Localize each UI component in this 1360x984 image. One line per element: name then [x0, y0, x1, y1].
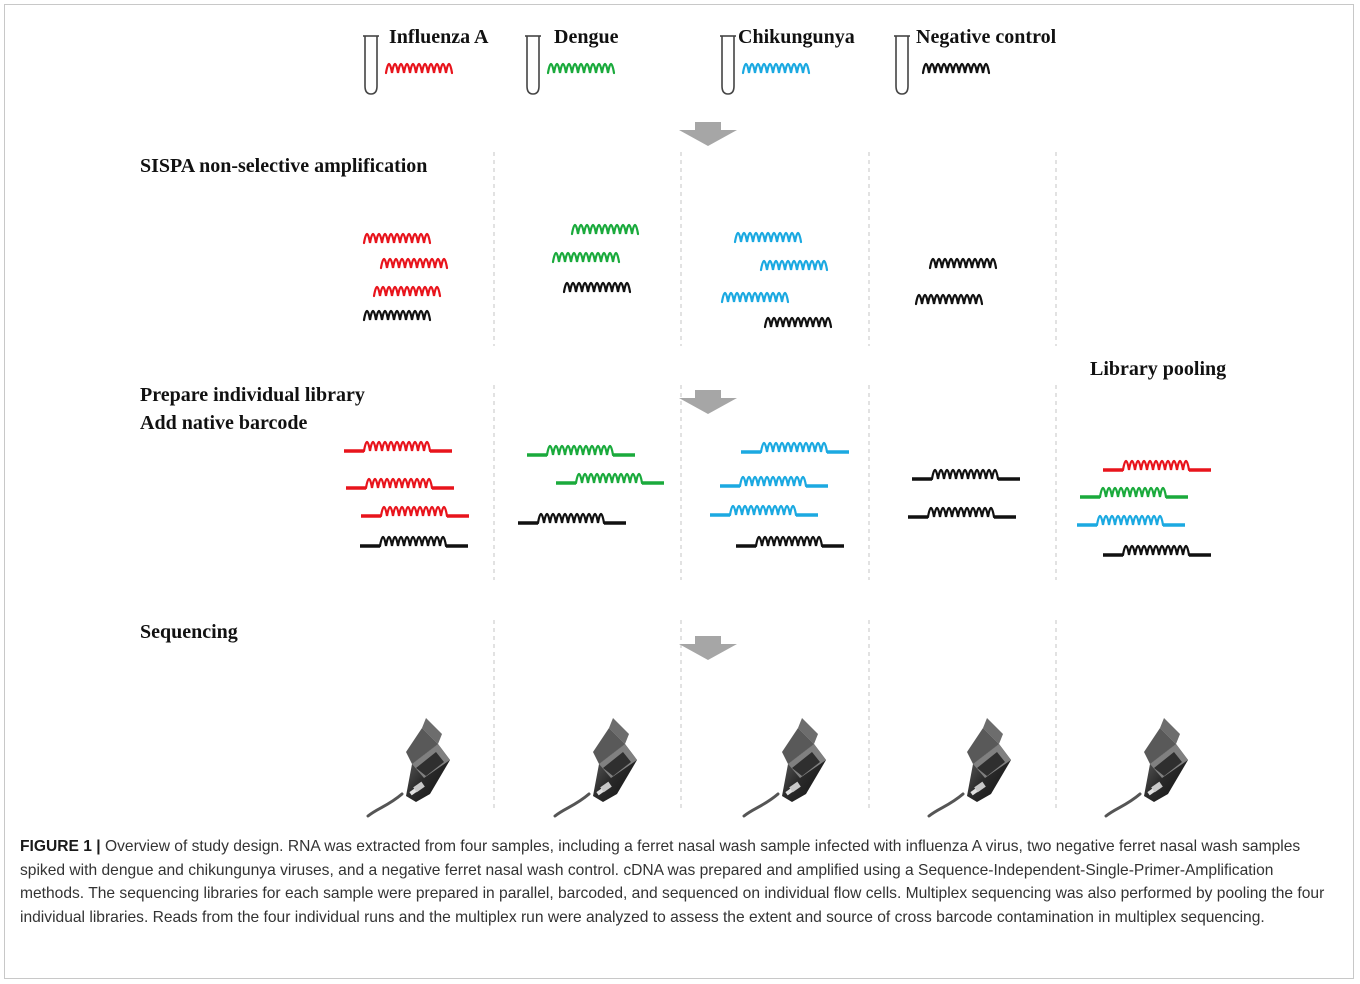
barcoded-read: [360, 535, 468, 548]
down-arrow-icon: [679, 122, 737, 146]
study-design-diagram: Influenza A Dengue Chikungunya Negative …: [140, 26, 1226, 818]
rna-strand-icon: [384, 62, 454, 75]
sequencer-device-icon: [742, 716, 828, 818]
sequencer-device-icon: [927, 716, 1013, 818]
amplified-chikungunya: [720, 231, 833, 329]
barcoded-read: [736, 535, 844, 548]
sample-chikungunya: Chikungunya: [719, 26, 855, 95]
sample-label-negative: Negative control: [916, 26, 1057, 48]
rna-strand-icon: [570, 223, 640, 236]
step-label-library-1: Prepare individual library: [140, 384, 365, 406]
amplified-dengue: [551, 223, 640, 294]
rna-strand-icon: [562, 281, 632, 294]
down-arrow-icon: [679, 636, 737, 660]
caption-label: FIGURE 1 |: [20, 838, 101, 855]
rna-strand-icon: [546, 62, 616, 75]
figure-caption: FIGURE 1 | Overview of study design. RNA…: [20, 835, 1338, 929]
rna-strand-icon: [733, 231, 803, 244]
rna-strand-icon: [741, 62, 811, 75]
barcoded-read: [1103, 544, 1211, 557]
barcoded-read: [710, 504, 818, 517]
rna-strand-icon: [720, 291, 790, 304]
sample-dengue: Dengue: [524, 26, 619, 95]
rna-strand-icon: [928, 257, 998, 270]
step-label-library-2: Add native barcode: [140, 412, 308, 434]
barcoded-read: [346, 477, 454, 490]
sample-negative: Negative control: [893, 26, 1057, 95]
rna-strand-icon: [763, 316, 833, 329]
sequencer-device-icon: [553, 716, 639, 818]
sample-tube-icon: [362, 35, 380, 95]
barcoded-read: [1080, 486, 1188, 499]
rna-strand-icon: [759, 259, 829, 272]
barcoded-read: [1103, 459, 1211, 472]
sequencer-device-icon: [1104, 716, 1190, 818]
library-pooled: [1077, 459, 1211, 557]
rna-strand-icon: [914, 293, 984, 306]
rna-strand-icon: [551, 251, 621, 264]
sample-tube-icon: [719, 35, 737, 95]
rna-strand-icon: [362, 309, 432, 322]
sample-tube-icon: [893, 35, 911, 95]
rna-strand-icon: [379, 257, 449, 270]
barcoded-read: [720, 475, 828, 488]
sample-influenza: Influenza A: [362, 26, 489, 95]
barcoded-read: [1077, 514, 1185, 527]
barcoded-read: [908, 506, 1016, 519]
step-label-sequencing: Sequencing: [140, 621, 238, 643]
barcoded-read: [741, 441, 849, 454]
library-chikungunya: [710, 441, 849, 548]
library-influenza: [344, 440, 469, 548]
barcoded-read: [912, 468, 1020, 481]
barcoded-read: [361, 505, 469, 518]
amplified-influenza: [362, 232, 449, 322]
step-label-amplification: SISPA non-selective amplification: [140, 155, 427, 177]
barcoded-read: [556, 472, 664, 485]
sample-tube-icon: [524, 35, 542, 95]
caption-text: Overview of study design. RNA was extrac…: [20, 838, 1325, 926]
step-label-pooling: Library pooling: [1090, 358, 1226, 380]
rna-strand-icon: [362, 232, 432, 245]
barcoded-read: [518, 512, 626, 525]
sample-label-influenza: Influenza A: [389, 26, 489, 48]
library-negative: [908, 468, 1020, 519]
down-arrow-icon: [679, 390, 737, 414]
sample-label-dengue: Dengue: [554, 26, 619, 48]
amplified-negative: [914, 257, 998, 306]
rna-strand-icon: [921, 62, 991, 75]
rna-strand-icon: [372, 285, 442, 298]
sequencer-device-icon: [366, 716, 452, 818]
sample-label-chikungunya: Chikungunya: [738, 26, 855, 48]
barcoded-read: [527, 444, 635, 457]
column-dividers: [493, 152, 1057, 812]
barcoded-read: [344, 440, 452, 453]
library-dengue: [518, 444, 664, 525]
